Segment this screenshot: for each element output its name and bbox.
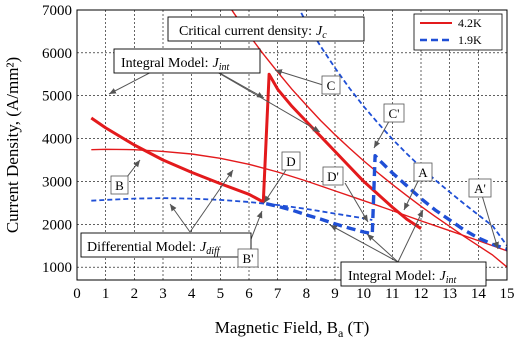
series-4.2K-integral-line bbox=[90, 72, 422, 230]
callout-differential: Differential Model: Jdiff bbox=[87, 240, 221, 257]
curves bbox=[90, 10, 507, 268]
point-label-A-box bbox=[413, 162, 433, 182]
x-tick-label: 11 bbox=[385, 286, 399, 302]
arrow-A bbox=[403, 176, 421, 211]
point-label-A: A bbox=[418, 165, 428, 180]
arrow-C bbox=[274, 69, 324, 86]
y-axis-label: Current Density, (A/mm²) bbox=[3, 57, 22, 233]
point-label-Cprime: C' bbox=[388, 106, 399, 121]
point-label-Cprime-box bbox=[383, 103, 405, 123]
point-label-D: D bbox=[286, 154, 295, 169]
callout-integral-bottom-box bbox=[340, 261, 487, 287]
plot-frame bbox=[76, 9, 508, 281]
x-tick-label: 6 bbox=[245, 286, 253, 302]
x-tick-label: 14 bbox=[471, 286, 487, 302]
point-label-C-box bbox=[321, 75, 341, 95]
x-tick-label: 5 bbox=[217, 286, 225, 302]
x-tick-label: 8 bbox=[303, 286, 311, 302]
arrow-diff-2 bbox=[189, 169, 234, 233]
point-label-Dprime-box bbox=[322, 166, 344, 186]
x-tick-label: 3 bbox=[159, 286, 167, 302]
point-label-Aprime-box bbox=[468, 178, 492, 198]
arrow-diff-1 bbox=[169, 203, 191, 233]
point-label-B: B bbox=[115, 178, 124, 193]
x-axis-label-sub: a bbox=[338, 326, 344, 340]
point-label-B-box bbox=[110, 175, 129, 195]
x-axis-label: Magnetic Field, Ba (T) bbox=[215, 318, 370, 340]
callout-integral-top-box bbox=[113, 48, 261, 74]
legend-box bbox=[413, 13, 503, 51]
x-tick-label: 12 bbox=[414, 286, 429, 302]
series-4.2K-differential-line bbox=[91, 148, 507, 252]
y-ticks: 1000 2000 3000 4000 5000 6000 7000 bbox=[42, 3, 72, 276]
x-tick-label: 9 bbox=[331, 286, 339, 302]
x-ticks: 0 1 2 3 4 5 6 7 8 9 10 11 12 13 14 15 bbox=[73, 286, 514, 302]
legend-label-1.9K: 1.9K bbox=[458, 33, 482, 47]
x-tick-label: 2 bbox=[131, 286, 139, 302]
x-tick-label: 1 bbox=[102, 286, 110, 302]
x-tick-label: 15 bbox=[500, 286, 515, 302]
series-1.9K-critical-line bbox=[298, 10, 507, 247]
x-tick-label: 10 bbox=[356, 286, 371, 302]
legend: 4.2K 1.9K bbox=[413, 13, 503, 51]
point-label-Bprime-box bbox=[237, 248, 259, 268]
y-tick-label: 2000 bbox=[42, 217, 72, 233]
x-tick-label: 0 bbox=[73, 286, 81, 302]
arrow-intbottom-2 bbox=[366, 233, 399, 263]
arrow-D bbox=[263, 163, 291, 204]
callout-integral-top: Integral Model: Jint bbox=[121, 56, 229, 73]
callout-integral-bottom: Integral Model: Jint bbox=[348, 269, 456, 286]
point-label-D-box bbox=[281, 151, 301, 171]
point-label-Dprime: D' bbox=[327, 169, 339, 184]
arrow-Dprime bbox=[344, 182, 369, 223]
point-label-C: C bbox=[327, 78, 336, 93]
series-4.2K-critical-line bbox=[230, 10, 507, 268]
callout-differential-box bbox=[80, 232, 252, 258]
y-tick-label: 3000 bbox=[42, 174, 72, 190]
arrow-intbottom-3 bbox=[397, 209, 424, 263]
x-tick-label: 7 bbox=[274, 286, 282, 302]
callout-critical-box bbox=[167, 16, 365, 42]
arrow-Aprime bbox=[480, 191, 499, 250]
y-tick-label: 7000 bbox=[42, 3, 72, 19]
y-tick-label: 4000 bbox=[42, 132, 72, 148]
x-tick-label: 13 bbox=[442, 286, 457, 302]
y-tick-label: 1000 bbox=[42, 260, 72, 276]
point-label-Bprime: B' bbox=[242, 251, 253, 266]
x-tick-label: 4 bbox=[188, 286, 196, 302]
y-tick-label: 5000 bbox=[42, 89, 72, 105]
series-1.9K-integral-line bbox=[265, 154, 507, 251]
point-label-Aprime: A' bbox=[474, 181, 486, 196]
arrow-intbottom-1 bbox=[329, 224, 399, 263]
arrow-B bbox=[126, 159, 141, 178]
legend-label-4.2K: 4.2K bbox=[458, 16, 482, 30]
callout-critical: Critical current density: Jc bbox=[179, 24, 327, 41]
series-1.9K-differential-line bbox=[91, 197, 373, 221]
y-tick-label: 6000 bbox=[42, 46, 72, 62]
